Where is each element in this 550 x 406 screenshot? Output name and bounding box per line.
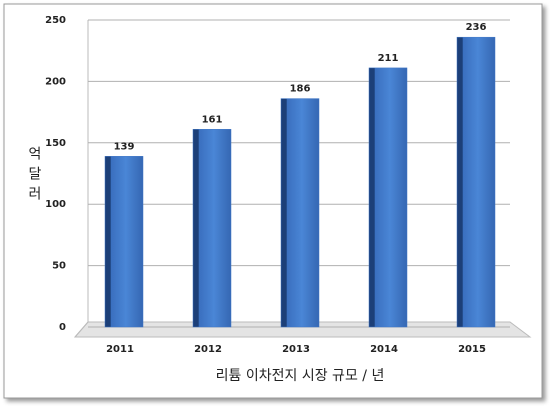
value-label: 211 <box>378 53 399 64</box>
x-tick-label: 2015 <box>458 344 486 355</box>
y-axis-label: 억달러 <box>26 146 42 206</box>
bar <box>456 36 496 328</box>
y-tick-label: 0 <box>59 322 66 333</box>
y-tick-label: 50 <box>52 261 66 272</box>
y-tick-label: 150 <box>45 138 66 149</box>
side-edge <box>74 321 89 338</box>
value-label: 139 <box>114 141 135 152</box>
x-tick-label: 2011 <box>106 344 134 355</box>
y-tick-label: 200 <box>45 76 66 87</box>
value-label: 236 <box>466 22 487 33</box>
x-axis-label: 리튬 이차전지 시장 규모 / 년 <box>216 368 385 384</box>
bar <box>368 67 408 328</box>
y-tick-label: 250 <box>45 15 66 26</box>
bar <box>280 98 320 328</box>
value-label: 186 <box>290 84 311 95</box>
x-tick-label: 2012 <box>194 344 222 355</box>
bar <box>192 129 232 328</box>
y-tick-label: 100 <box>45 199 66 210</box>
x-tick-label: 2014 <box>370 344 398 355</box>
x-tick-label: 2013 <box>282 344 310 355</box>
value-label: 161 <box>202 114 223 125</box>
bar <box>104 156 144 328</box>
